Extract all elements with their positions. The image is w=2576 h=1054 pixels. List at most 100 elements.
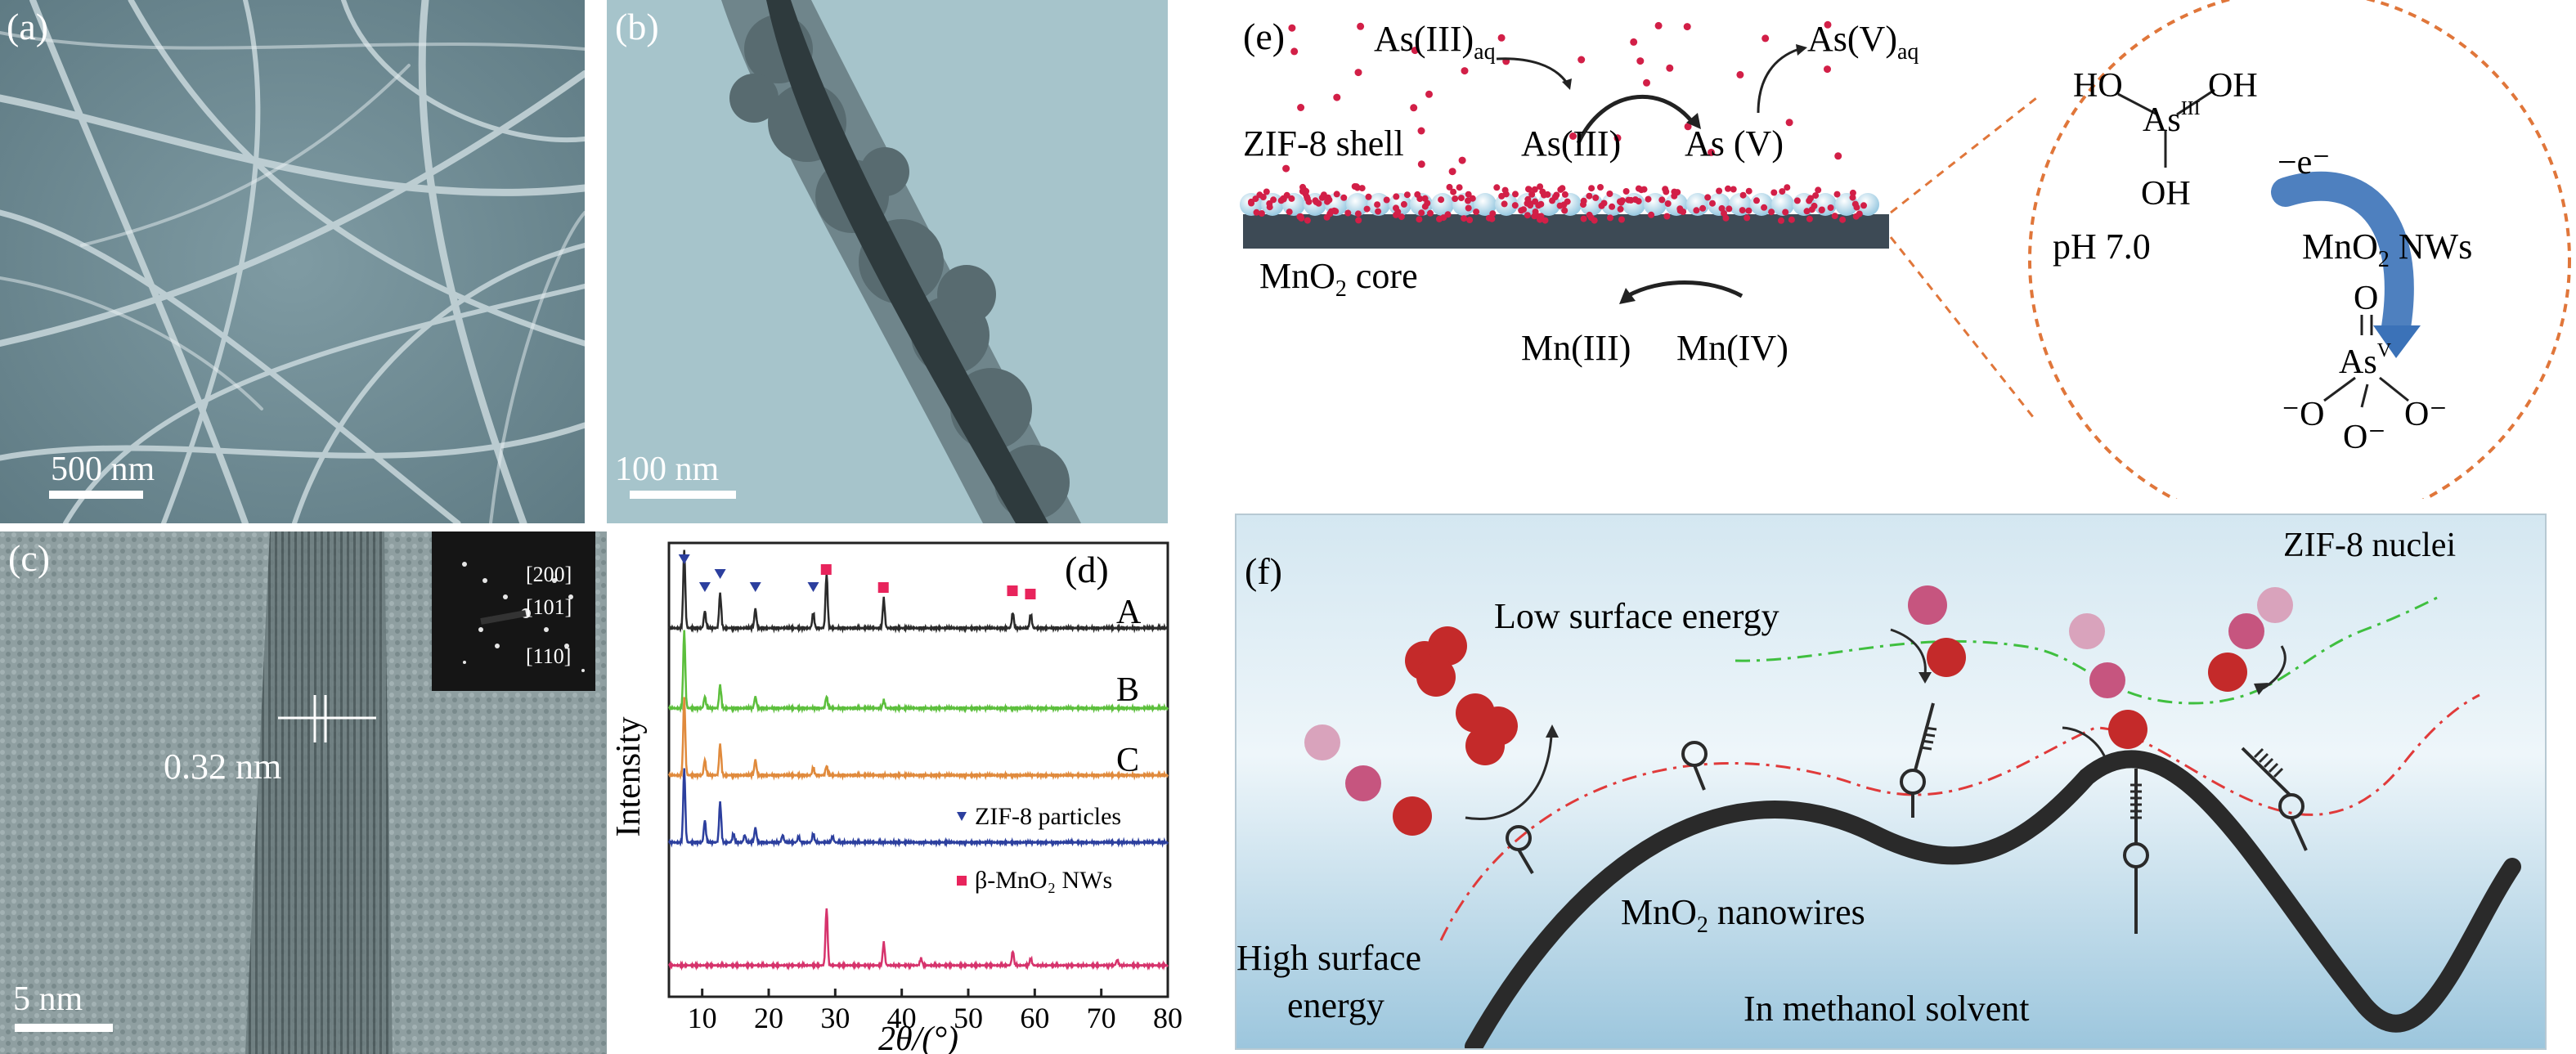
low-surface-energy-label: Low surface energy — [1494, 596, 1779, 636]
zif8-bead — [1622, 193, 1645, 216]
arsenic-dot — [1501, 200, 1508, 208]
arsenic-dot — [1768, 209, 1775, 216]
arsenic-dot — [1664, 200, 1672, 207]
arsenic-dot — [1761, 204, 1768, 211]
arsenic-dot — [1708, 148, 1715, 156]
arsenic-dot — [1400, 200, 1407, 208]
arsenic-dot — [1466, 217, 1474, 223]
arsenic-dot — [1648, 211, 1655, 218]
arsenic-dot-cloud — [1248, 20, 1867, 224]
arsenic-dot — [1353, 183, 1360, 191]
series-label-b: B — [1116, 671, 1139, 709]
arsenic-dot — [1793, 197, 1801, 204]
inset-ho-label: HO — [2073, 67, 2123, 105]
panel-a-label: (a) — [7, 6, 49, 47]
arsenic-dot — [1684, 123, 1692, 131]
arsenic-dot — [1849, 189, 1856, 196]
saed-index-200: [200] — [526, 563, 572, 586]
arsenic-dot — [1365, 193, 1372, 200]
xrd-series-line — [667, 908, 1169, 971]
arsenic-dot — [1591, 217, 1598, 224]
panel-c-scale-bar — [15, 1024, 113, 1032]
arsenic-dot — [1569, 132, 1577, 140]
arsenic-dot — [1333, 93, 1341, 101]
zif8-shell-label: ZIF-8 shell — [1243, 123, 1404, 164]
x-axis-label: 2θ/(°) — [878, 1020, 958, 1054]
low-energy-boundary — [1735, 595, 2439, 705]
arsenic-dot — [1286, 209, 1293, 216]
zif8-bead — [1771, 193, 1794, 216]
arsenic-dot — [1489, 210, 1497, 218]
arsenic-dot — [1788, 216, 1795, 223]
panel-b-scale-bar — [630, 491, 736, 499]
arsenic-dot — [1416, 195, 1424, 203]
panel-e-label: (e) — [1243, 16, 1285, 57]
high-energy-boundary — [1439, 693, 2480, 941]
arsenic-dot — [1833, 191, 1841, 198]
arsenic-dot — [1784, 184, 1791, 191]
arsenic-dot — [1645, 195, 1652, 203]
arsenic-dot — [1739, 191, 1747, 199]
panel-c-scale-text: 5 nm — [13, 980, 83, 1018]
tem-core-shell-wire — [607, 0, 1168, 523]
arsenic-dot — [1299, 188, 1306, 195]
methanol-solvent-label: In methanol solvent — [1744, 989, 2030, 1029]
oxidation-arrow — [2271, 171, 2414, 342]
arsenic-dot — [1398, 213, 1405, 221]
series-label-c: C — [1116, 742, 1139, 779]
arsenic-dot — [1709, 200, 1716, 207]
panel-b-scale-text: 100 nm — [615, 451, 720, 488]
arsenic-dot — [1586, 192, 1593, 200]
inset-o-bottom-label: O⁻ — [2343, 419, 2386, 456]
arsenic-dot — [1588, 185, 1595, 192]
arsenic-dot — [1716, 187, 1723, 195]
arsenic-dot — [1383, 196, 1390, 204]
panel-e-schematic: (e) As(III)aq As(V)aq ZIF-8 shell As(III… — [1218, 0, 2576, 499]
as5-surface-label: As (V) — [1685, 123, 1784, 164]
arsenic-dot — [1699, 204, 1707, 212]
arsenic-dot — [1824, 65, 1831, 74]
arsenic-dot — [1333, 191, 1340, 198]
arsenic-dot — [1525, 186, 1533, 193]
arsenic-dot — [1860, 202, 1867, 209]
as3-surface-label: As(III) — [1521, 123, 1621, 164]
arsenic-dot — [1331, 207, 1338, 214]
arsenic-dot — [1577, 56, 1586, 64]
arsenic-dot — [1411, 47, 1419, 55]
arsenic-dot — [1617, 205, 1624, 213]
mno2-core-label: MnO2 core — [1259, 256, 1418, 302]
plot-frame — [667, 541, 1169, 998]
as3-aq-label: As(III)aq — [1374, 19, 1496, 65]
arsenic-dot — [1580, 215, 1587, 222]
zoom-circle — [2028, 0, 2571, 499]
arsenic-dot — [1745, 187, 1752, 195]
zif8-nuclei-particles — [1304, 585, 2293, 836]
saed-index-110: [110] — [526, 644, 572, 668]
arsenic-dot — [1618, 216, 1625, 223]
arsenic-dot — [1722, 214, 1730, 222]
arsenic-dot — [1448, 168, 1456, 176]
arsenic-dot — [1458, 156, 1466, 164]
panel-d-label: (d) — [1065, 549, 1109, 590]
arsenic-dot — [1779, 188, 1786, 195]
saed-pattern — [462, 562, 585, 672]
x-tick-label: 10 — [688, 1002, 717, 1034]
arsenic-dot — [1524, 212, 1531, 219]
arsenic-dot — [1630, 38, 1638, 46]
arsenic-dot — [1313, 199, 1320, 205]
arsenic-dot — [1704, 194, 1712, 201]
zif8-peak-marker — [807, 582, 819, 592]
panel-b-label: (b) — [615, 6, 659, 47]
arsenic-dot — [1305, 198, 1313, 205]
arsenic-dot — [1427, 209, 1434, 217]
inset-oh2-label: OH — [2141, 175, 2191, 213]
arsenic-dot — [1739, 207, 1746, 214]
zif8-peak-marker — [714, 569, 726, 579]
arsenic-dot — [1803, 208, 1811, 215]
series-label-a: A — [1116, 594, 1142, 631]
arsenic-dot — [1531, 213, 1538, 220]
arsenic-dot — [1812, 192, 1820, 200]
mno2-peak-marker — [1025, 589, 1036, 599]
arsenic-dot — [1635, 185, 1642, 192]
arsenic-dot — [1318, 194, 1326, 201]
